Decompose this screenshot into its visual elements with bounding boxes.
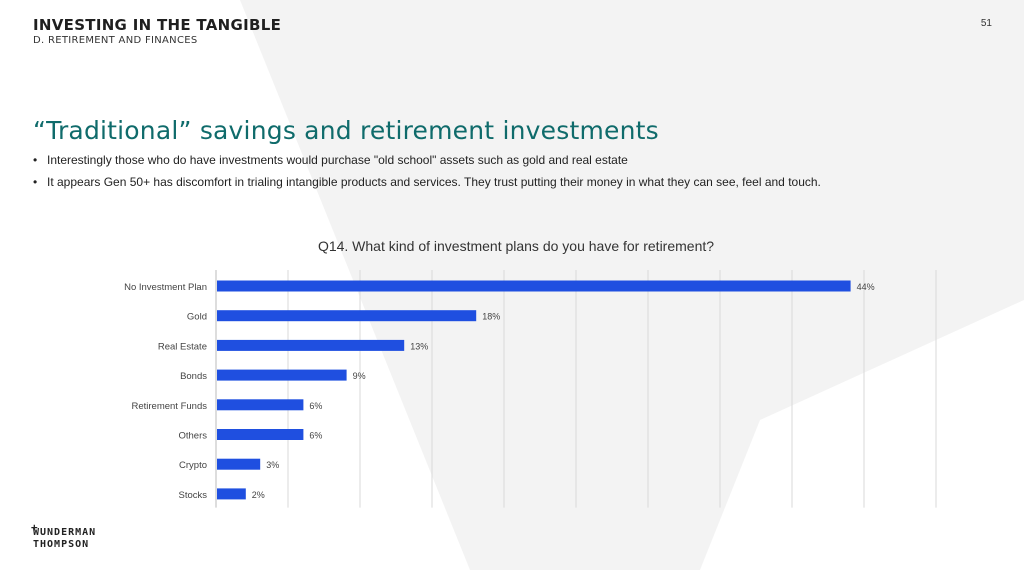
chart-title: Q14. What kind of investment plans do yo… [317, 238, 715, 254]
bar [217, 399, 304, 411]
category-label: Crypto [179, 460, 207, 471]
data-label: 13% [410, 341, 428, 351]
bar [217, 429, 304, 440]
category-label: Retirement Funds [131, 401, 207, 412]
data-label: 6% [309, 431, 322, 441]
company-logo: + WUNDERMAN THOMPSON [31, 522, 97, 551]
slide-title: “Traditional” savings and retirement inv… [33, 116, 659, 145]
logo-line-1: WUNDERMAN [33, 527, 97, 538]
category-label: Real Estate [158, 341, 207, 352]
plus-icon: + [31, 521, 39, 534]
page-number: 51 [980, 18, 992, 29]
category-label: Gold [187, 312, 207, 323]
bar [217, 458, 261, 470]
data-label: 3% [266, 460, 279, 470]
data-label: 9% [353, 371, 366, 381]
bar [217, 369, 347, 381]
bullet-item: Interestingly those who do have investme… [33, 152, 973, 168]
bar-chart: No Investment Plan 44% Gold 18% Real Estate 1… [124, 270, 937, 508]
bar [217, 339, 405, 351]
category-label: No Investment Plan [124, 282, 207, 293]
bar [217, 488, 246, 500]
bar [217, 280, 851, 292]
bullet-item: It appears Gen 50+ has discomfort in tri… [33, 174, 973, 190]
bar [217, 310, 477, 322]
header-subtitle: D. RETIREMENT AND FINANCES [33, 35, 198, 46]
header-title: INVESTING IN THE TANGIBLE [33, 16, 282, 34]
data-label: 2% [252, 490, 265, 500]
category-label: Stocks [178, 490, 207, 501]
bullet-list: Interestingly those who do have investme… [33, 152, 973, 196]
data-label: 6% [309, 401, 322, 411]
category-label: Bonds [180, 371, 207, 382]
logo-line-2: THOMPSON [33, 539, 90, 550]
data-label: 18% [482, 312, 500, 322]
category-label: Others [178, 431, 207, 442]
data-label: 44% [857, 282, 875, 292]
